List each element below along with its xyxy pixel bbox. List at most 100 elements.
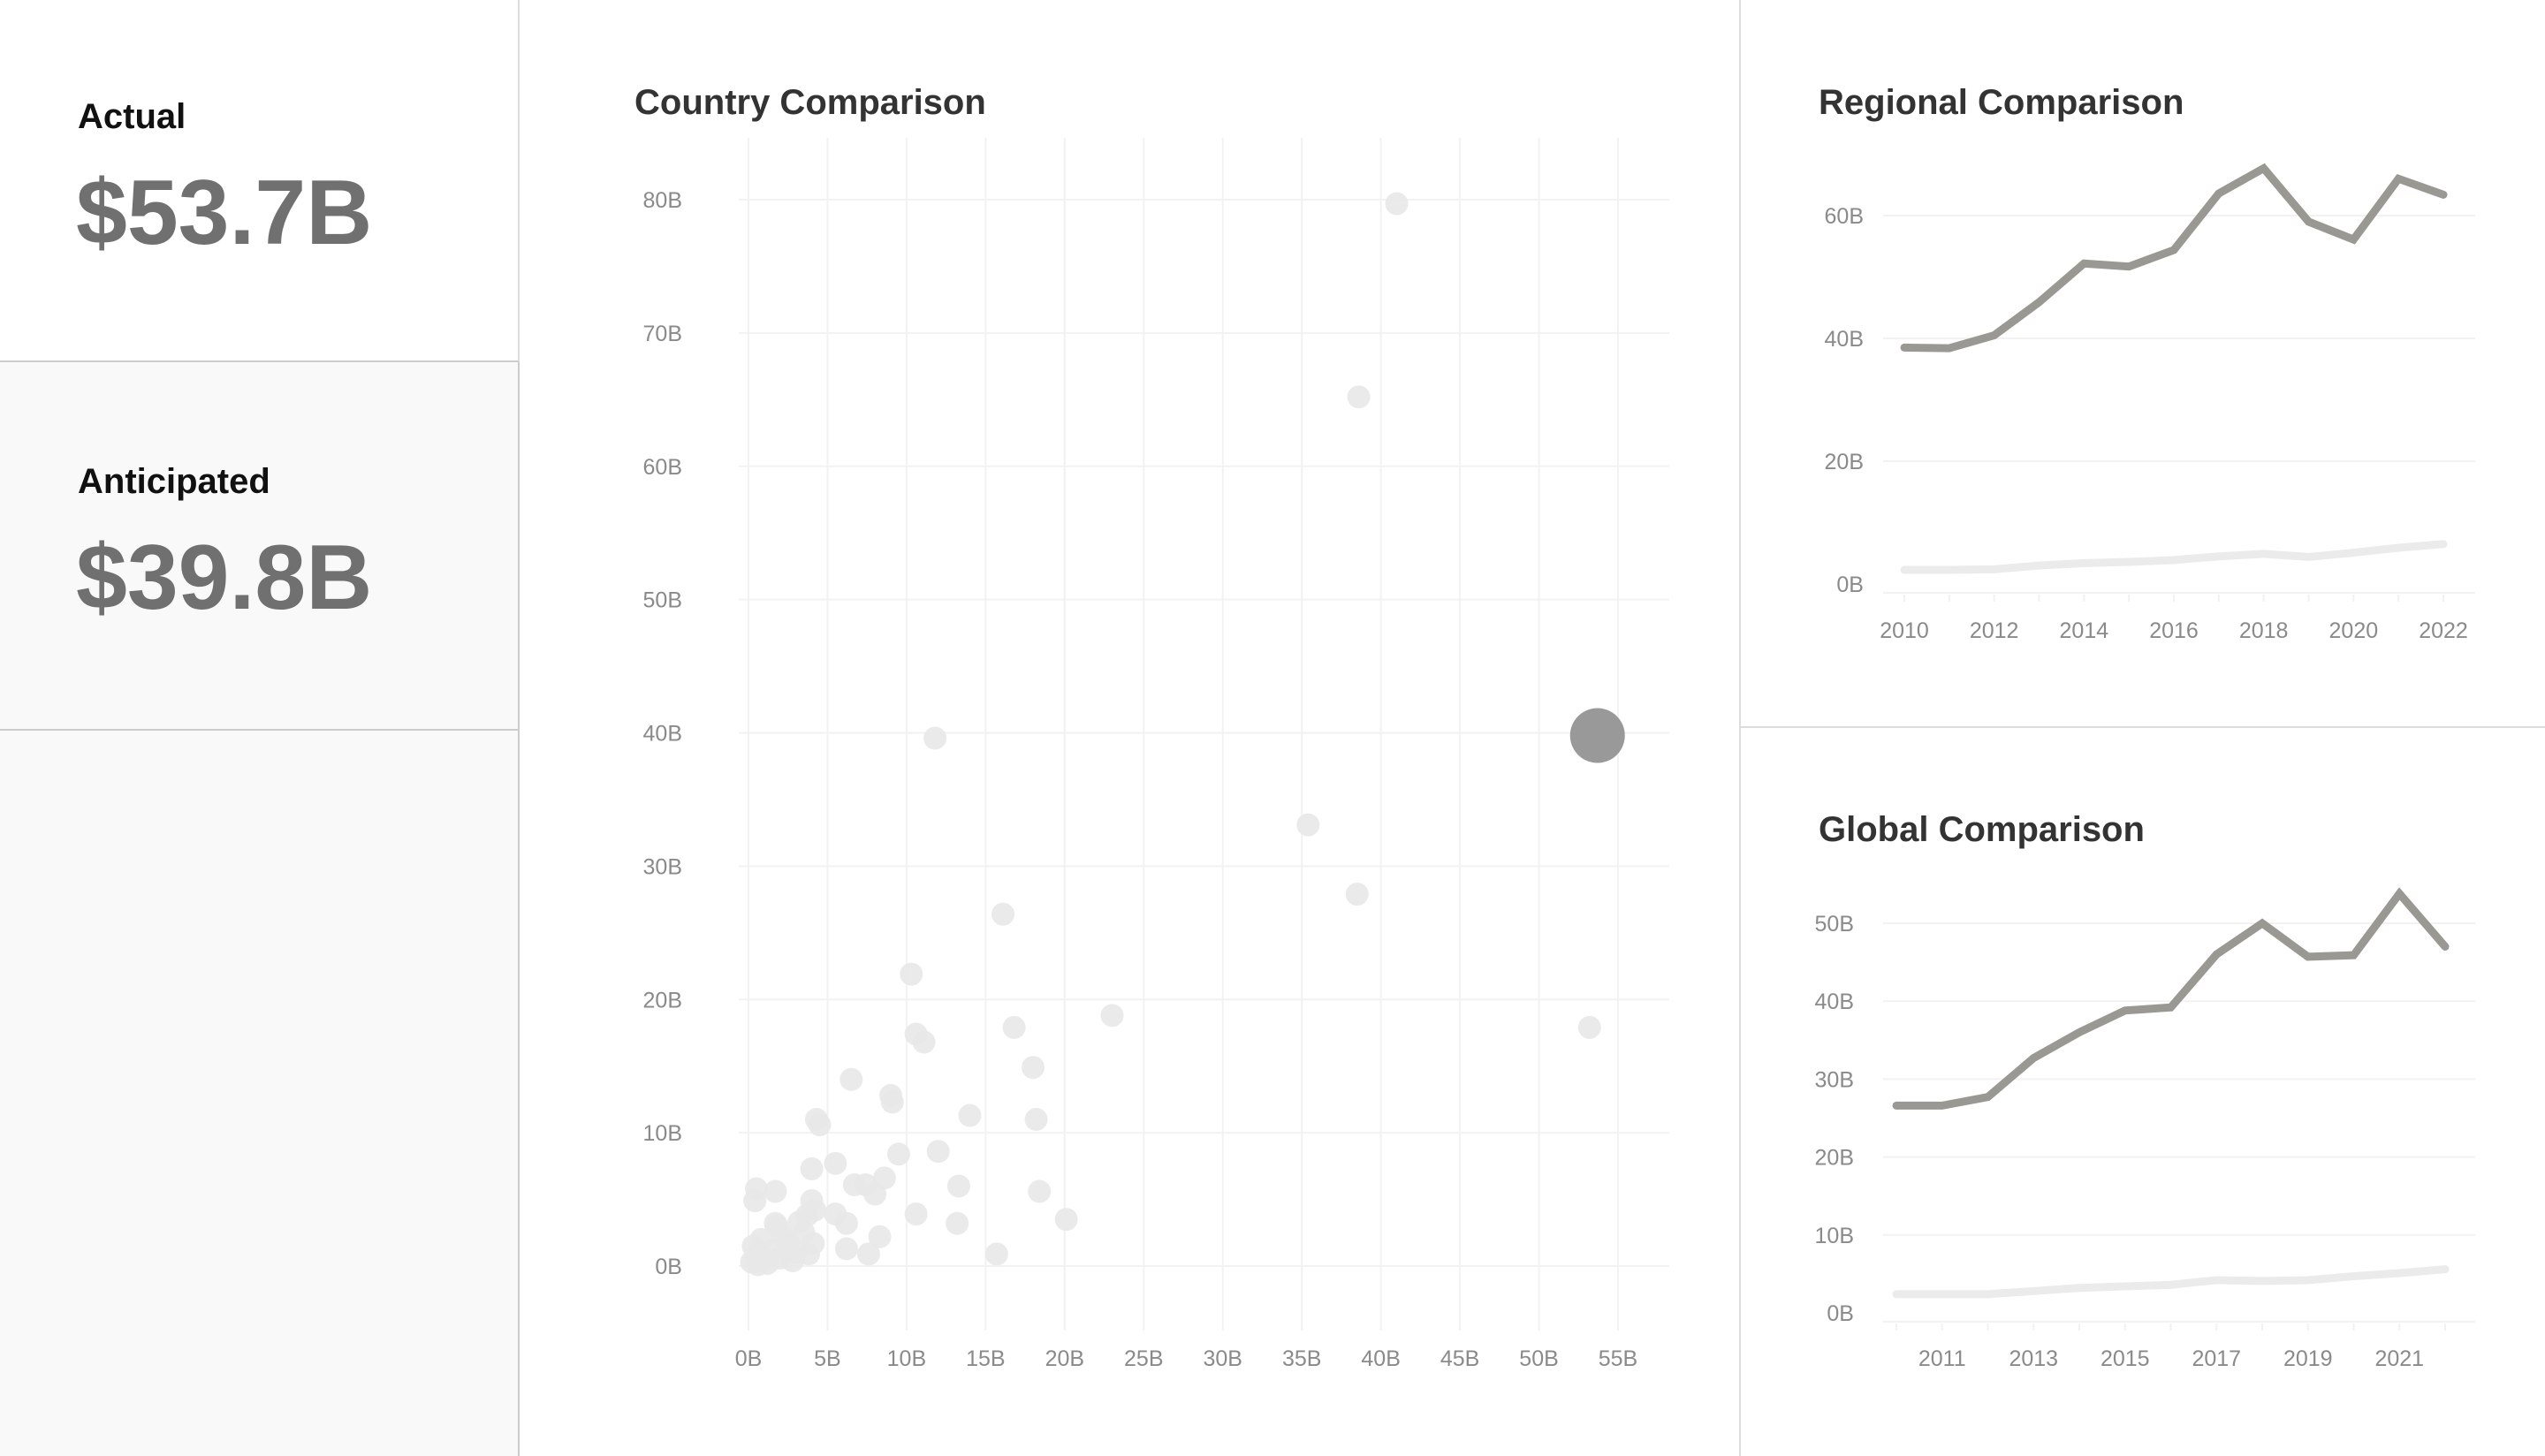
y-tick-label: 10B: [643, 1121, 682, 1146]
scatter-point: [1347, 385, 1371, 409]
x-tick-label: 30B: [1203, 1346, 1242, 1371]
scatter-point: [900, 962, 923, 986]
x-tick-label: 5B: [814, 1346, 841, 1371]
y-tick-label: 40B: [643, 722, 682, 747]
x-tick-label: 2019: [2283, 1346, 2333, 1371]
scatter-point: [1054, 1208, 1078, 1232]
y-tick-label: 40B: [1815, 990, 1854, 1014]
x-tick-label: 0B: [735, 1346, 763, 1371]
scatter-point: [958, 1103, 982, 1127]
global-comparison-chart: 0B 10B 20B 30B 40B 50B 2011 2013 2015 2017 2019 202…: [1815, 887, 2475, 1371]
y-tick-label: 30B: [1815, 1067, 1854, 1092]
scatter-point: [834, 1237, 858, 1261]
y-tick-label: 40B: [1825, 327, 1864, 352]
y-tick-label: 80B: [643, 188, 682, 213]
x-tick-label: 2016: [2149, 618, 2199, 643]
scatter-point: [808, 1113, 832, 1137]
secondary-series-line: [1900, 540, 2448, 574]
scatter-point: [926, 1140, 950, 1164]
regional-comparison-chart: 0B 20B 40B 60B 2010 2012 2014 2016 2018 2020 2022: [1825, 163, 2475, 643]
y-tick-label: 10B: [1815, 1224, 1854, 1248]
y-tick-label: 0B: [655, 1255, 682, 1279]
y-tick-label: 30B: [643, 854, 682, 879]
x-tick-label: 40B: [1361, 1346, 1400, 1371]
kpi-anticipated-value: $39.8B: [76, 527, 373, 629]
scatter-point: [800, 1156, 824, 1180]
divider: [1739, 726, 2545, 728]
x-tick-label: 45B: [1440, 1346, 1479, 1371]
y-tick-label: 20B: [1825, 450, 1864, 474]
scatter-point: [1028, 1179, 1052, 1203]
x-tick-label: 2015: [2101, 1346, 2150, 1371]
scatter-point: [1100, 1004, 1124, 1028]
kpi-actual-label: Actual: [78, 97, 186, 136]
scatter-point: [1385, 192, 1409, 216]
scatter-point: [764, 1179, 787, 1203]
y-tick-label: 60B: [643, 455, 682, 480]
x-tick-label: 2022: [2419, 618, 2468, 643]
scatter-point: [834, 1211, 858, 1235]
scatter-point: [1296, 813, 1320, 837]
x-tick-label: 2010: [1880, 618, 1929, 643]
scatter-point: [991, 902, 1015, 926]
country-comparison-chart: 0B 5B 10B 15B 20B 25B 30B 35B 40B 45B 50B 55B 0B 10B 2…: [643, 138, 1669, 1371]
scatter-point: [946, 1211, 969, 1235]
x-tick-label: 2018: [2239, 618, 2289, 643]
x-tick-label: 2011: [1918, 1346, 1966, 1371]
scatter-point: [1022, 1056, 1045, 1080]
x-tick-label: 2013: [2009, 1346, 2058, 1371]
scatter-point: [946, 1174, 970, 1198]
scatter-point: [824, 1151, 847, 1175]
scatter-point: [863, 1182, 887, 1206]
scatter-point: [1577, 1015, 1601, 1039]
regional-comparison-title: Regional Comparison: [1819, 83, 2184, 122]
scatter-point: [880, 1090, 904, 1114]
scatter-point: [984, 1242, 1008, 1266]
scatter-point: [743, 1189, 767, 1213]
scatter-point: [1024, 1108, 1048, 1132]
x-tick-label: 2012: [1970, 618, 2019, 643]
x-tick-label: 2021: [2374, 1346, 2424, 1371]
y-tick-label: 0B: [1827, 1301, 1854, 1326]
x-tick-label: 10B: [887, 1346, 926, 1371]
y-tick-label: 0B: [1836, 573, 1864, 597]
secondary-series-line: [1892, 1265, 2450, 1299]
x-tick-label: 50B: [1519, 1346, 1558, 1371]
x-tick-label: 2014: [2060, 618, 2109, 643]
x-tick-label: 15B: [966, 1346, 1005, 1371]
global-comparison-title: Global Comparison: [1819, 810, 2145, 849]
scatter-point: [1002, 1015, 1026, 1039]
country-comparison-title: Country Comparison: [634, 83, 986, 122]
kpi-anticipated-card: Anticipated $39.8B: [0, 362, 520, 731]
scatter-point: [923, 726, 947, 750]
y-tick-label: 20B: [643, 988, 682, 1012]
y-tick-label: 60B: [1825, 204, 1864, 229]
y-tick-label: 50B: [643, 588, 682, 613]
scatter-point: [839, 1067, 863, 1091]
highlighted-point: [1569, 708, 1625, 763]
x-tick-label: 2020: [2329, 618, 2379, 643]
kpi-actual-card: Actual $53.7B: [0, 0, 520, 362]
scatter-point: [856, 1242, 880, 1266]
primary-series-line: [1900, 163, 2448, 353]
scatter-point: [741, 1234, 765, 1258]
scatter-point: [886, 1142, 910, 1166]
scatter-point: [912, 1030, 936, 1054]
empty-panel: [0, 731, 520, 1456]
y-tick-label: 50B: [1815, 912, 1854, 937]
x-tick-label: 25B: [1124, 1346, 1163, 1371]
divider: [1739, 0, 1741, 1456]
y-tick-label: 20B: [1815, 1146, 1854, 1171]
x-tick-label: 55B: [1599, 1346, 1637, 1371]
scatter-point: [904, 1202, 928, 1226]
x-tick-label: 2017: [2192, 1346, 2241, 1371]
x-tick-label: 20B: [1045, 1346, 1084, 1371]
scatter-point: [868, 1225, 892, 1248]
y-tick-label: 70B: [643, 322, 682, 346]
kpi-actual-value: $53.7B: [76, 162, 373, 264]
kpi-anticipated-label: Anticipated: [78, 462, 270, 501]
scatter-point: [764, 1211, 787, 1235]
scatter-point: [801, 1232, 825, 1255]
primary-series-line: [1892, 887, 2450, 1110]
